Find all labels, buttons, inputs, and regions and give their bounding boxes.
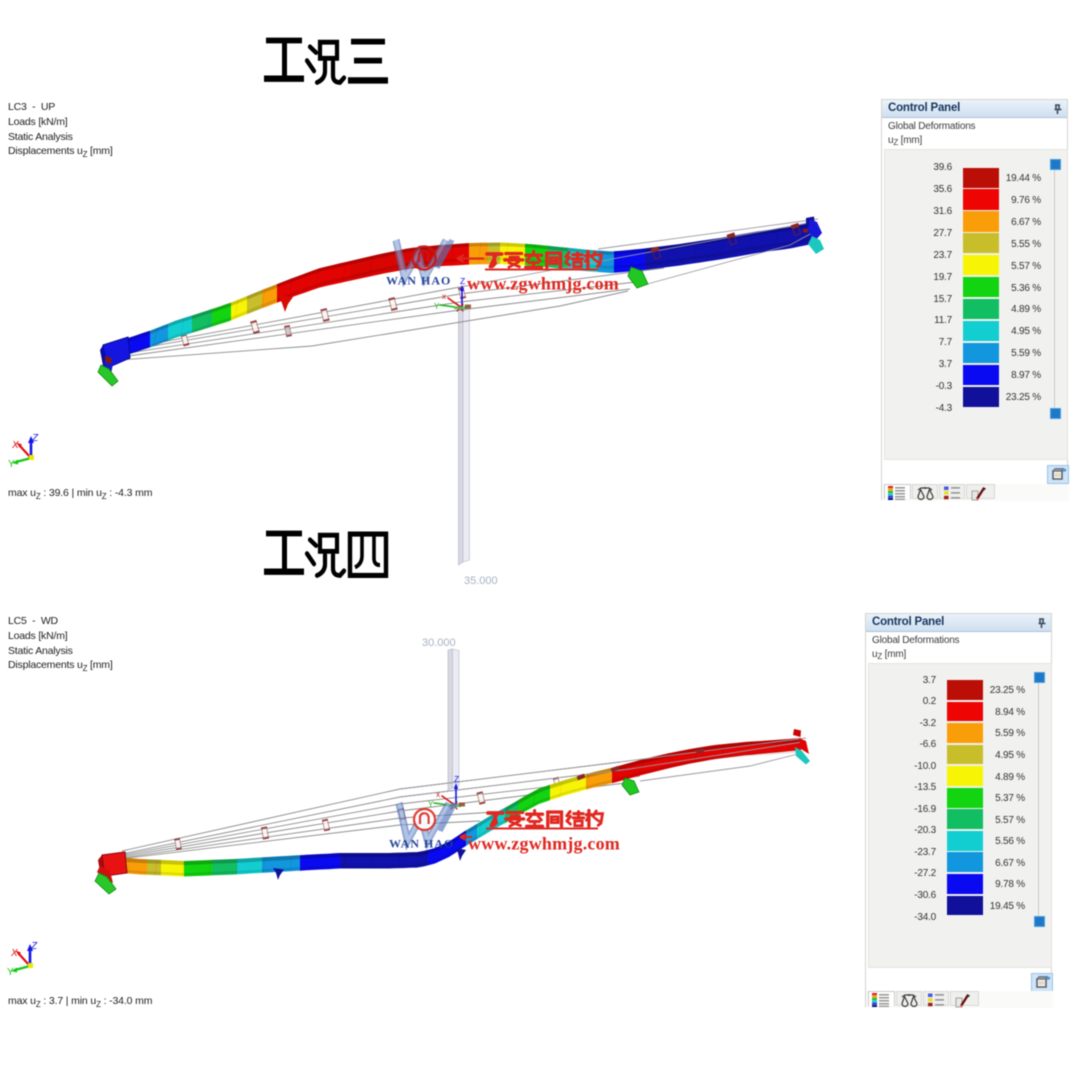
svg-text:Z: Z: [31, 433, 39, 444]
svg-text:Z: Z: [454, 774, 459, 784]
svg-text:WAN HAO: WAN HAO: [389, 837, 454, 851]
svg-text:35.000: 35.000: [464, 575, 498, 587]
svg-text:Z: Z: [30, 941, 38, 952]
svg-text:www.zgwhmjg.com: www.zgwhmjg.com: [468, 834, 620, 854]
svg-text:Y: Y: [8, 459, 15, 470]
svg-text:x: x: [436, 790, 440, 799]
svg-text:X: X: [10, 948, 18, 959]
svg-text:Y: Y: [7, 967, 14, 978]
svg-text:Z: Z: [460, 276, 465, 286]
svg-text:Y: Y: [434, 302, 440, 311]
svg-text:X: X: [11, 440, 19, 451]
svg-text:x: x: [442, 292, 446, 301]
svg-text:WAN HAO: WAN HAO: [386, 274, 451, 288]
svg-text:Y: Y: [428, 800, 434, 809]
svg-text:www.zgwhmjg.com: www.zgwhmjg.com: [467, 274, 619, 294]
svg-text:30.000: 30.000: [422, 637, 456, 649]
